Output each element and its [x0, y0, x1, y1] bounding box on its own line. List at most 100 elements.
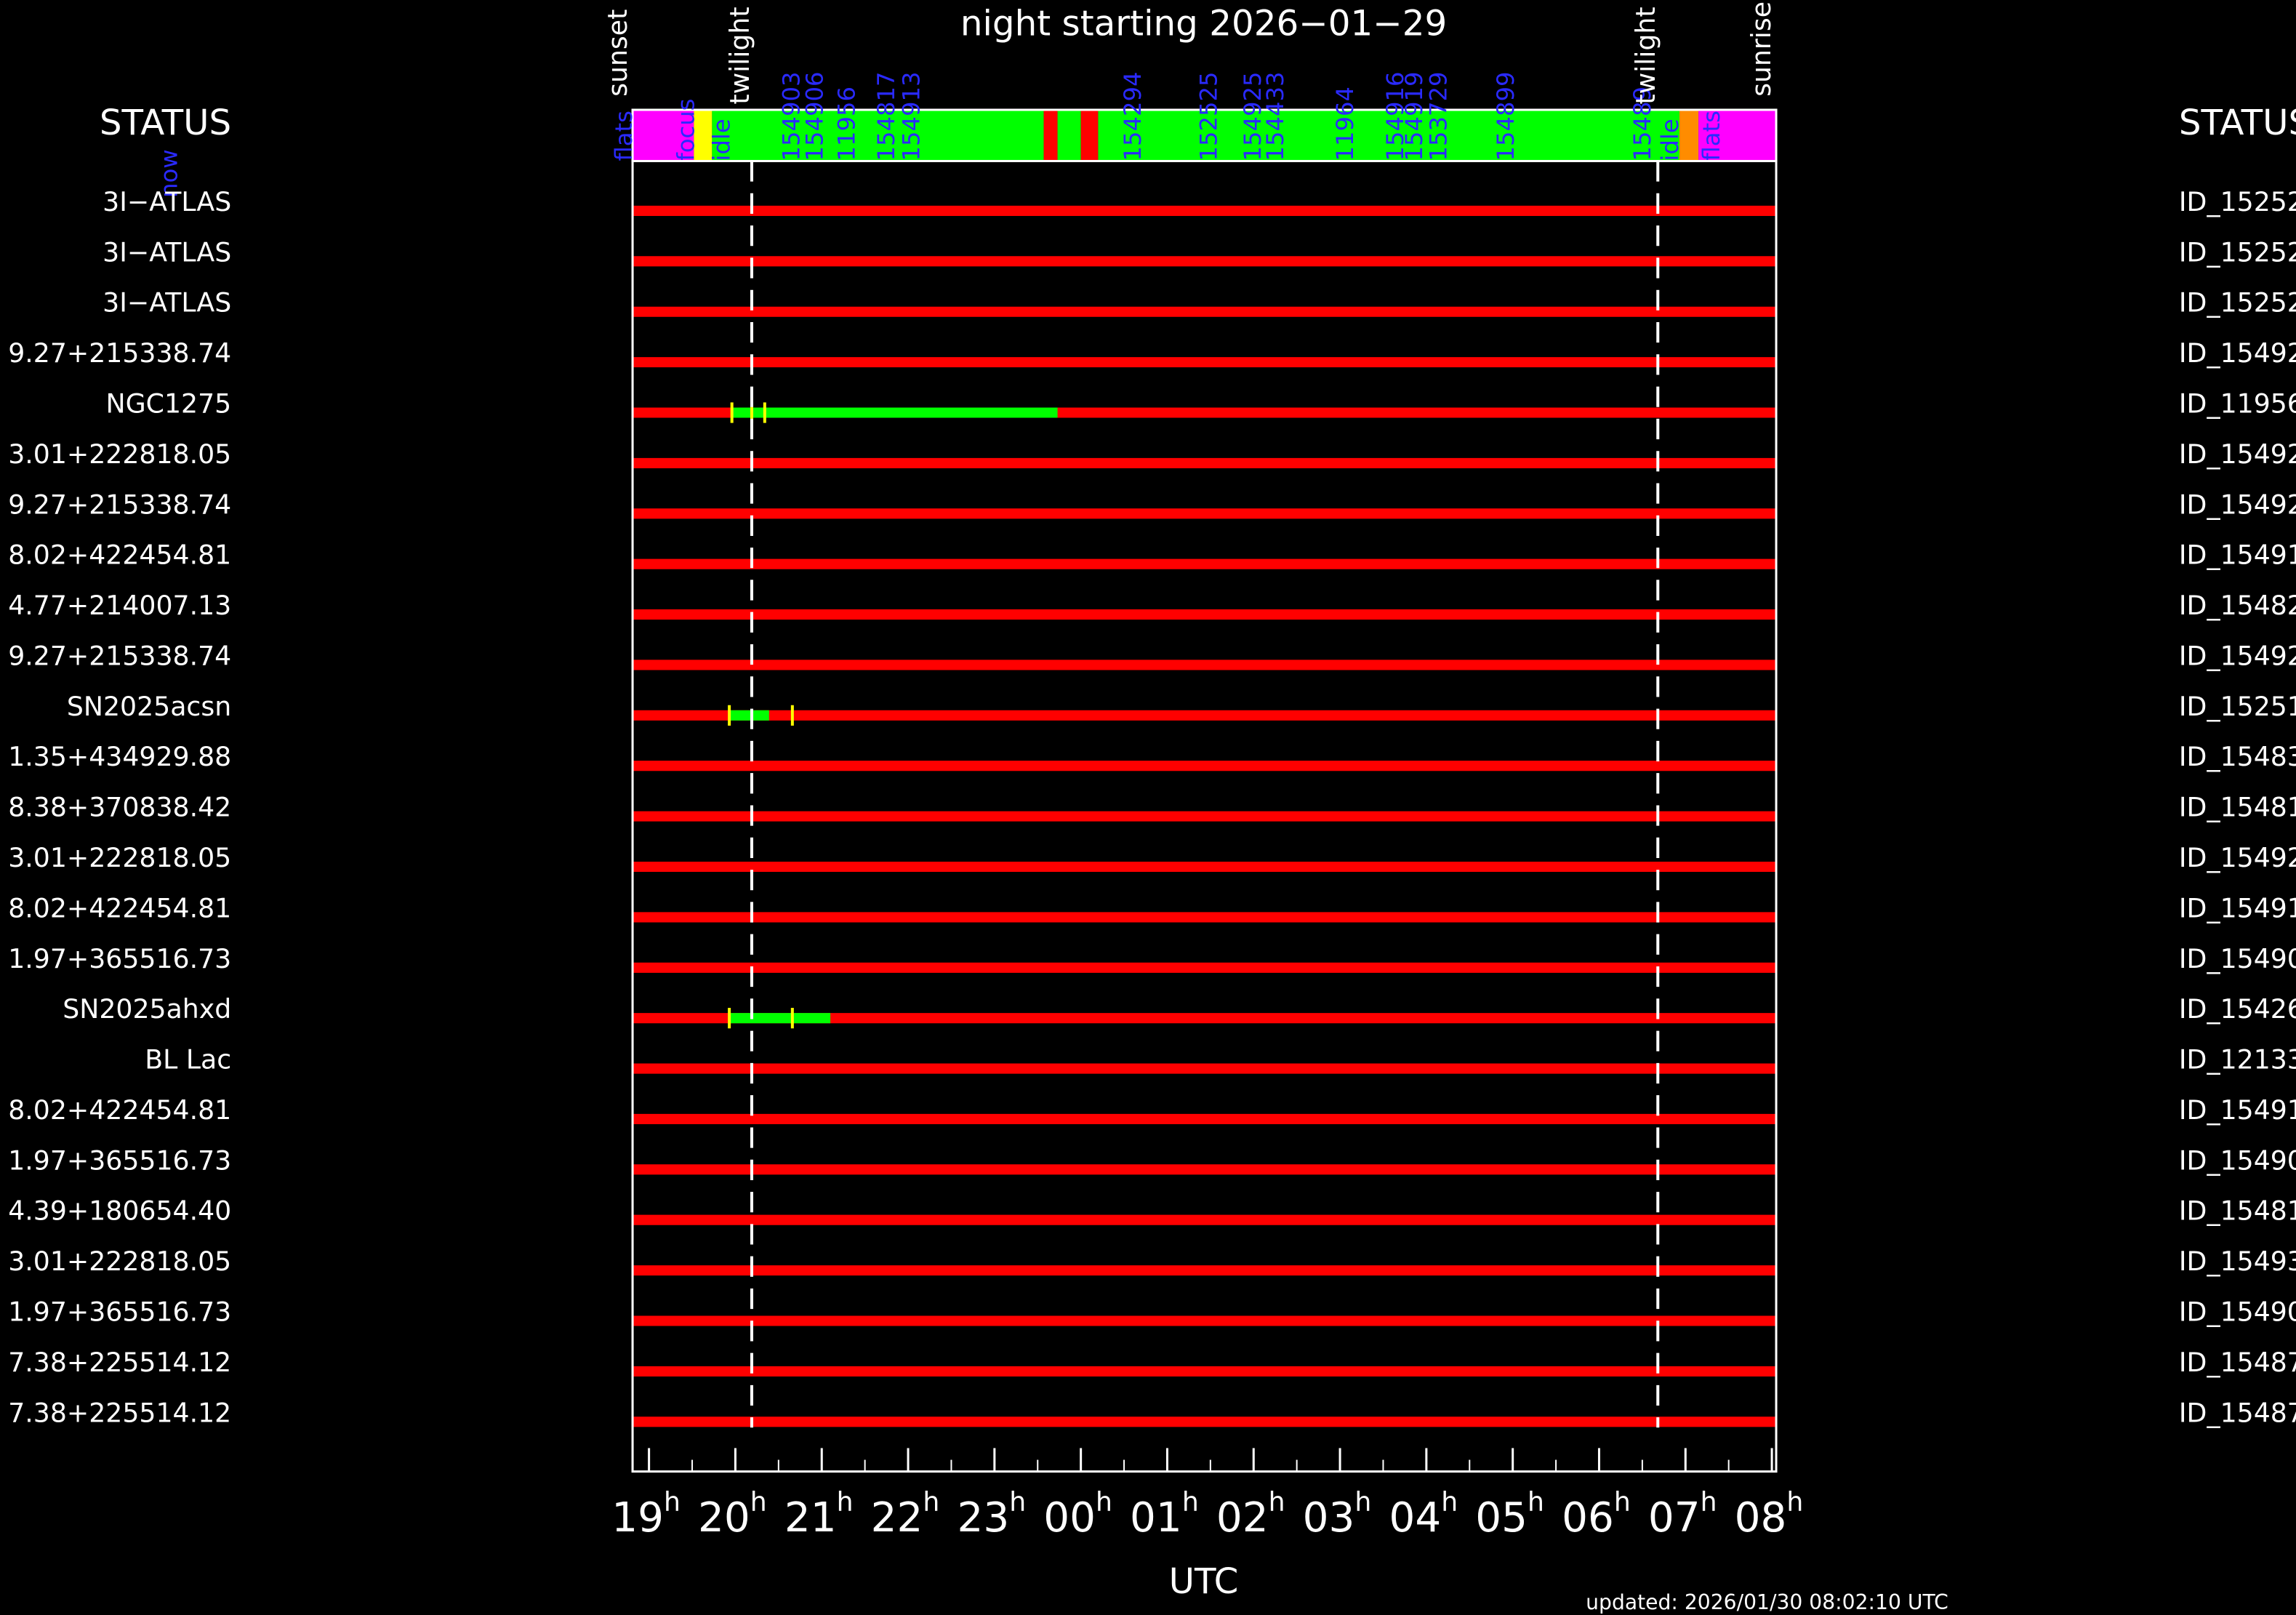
schedule-block	[633, 110, 694, 161]
block-label: 15489	[1629, 87, 1656, 161]
plot-frame	[631, 159, 1778, 1473]
schedule-block	[1098, 110, 1679, 161]
block-label: 153729	[1424, 72, 1452, 161]
target-label: NGC1275	[105, 388, 231, 420]
block-label: flats	[1698, 111, 1725, 161]
x-tick-suffix: h	[1354, 1486, 1371, 1518]
x-tick-label: 01h	[1130, 1486, 1199, 1542]
schedule-block	[694, 110, 713, 161]
x-tick-suffix: h	[1269, 1486, 1285, 1518]
target-label: 9.27+215338.74	[8, 489, 231, 520]
target-id: ID_15492	[2179, 640, 2296, 671]
block-label: 154919	[1400, 72, 1428, 161]
x-tick-suffix: h	[1614, 1486, 1631, 1518]
x-axis-label: UTC	[1169, 1561, 1239, 1602]
block-label: focus	[673, 99, 700, 161]
x-tick-number: 20	[698, 1494, 750, 1542]
block-label: 154906	[801, 72, 829, 161]
target-id: ID_15481	[2179, 1195, 2296, 1227]
x-tick-suffix: h	[1786, 1486, 1803, 1518]
x-tick-suffix: h	[923, 1486, 939, 1518]
target-label: 3.01+222818.05	[8, 1246, 231, 1277]
target-label: BL Lac	[145, 1044, 231, 1075]
x-tick-suffix: h	[1009, 1486, 1026, 1518]
target-id: ID_15493	[2179, 1246, 2296, 1277]
block-label: 154433	[1261, 72, 1289, 161]
target-label: 4.77+214007.13	[8, 590, 231, 621]
block-label: 154916	[1381, 72, 1409, 161]
target-label: SN2025acsn	[67, 691, 231, 722]
target-id: ID_15487	[2179, 1397, 2296, 1428]
block-label: 154817	[872, 72, 900, 161]
block-label: 154913	[898, 72, 926, 161]
target-id: ID_15487	[2179, 1347, 2296, 1378]
block-label: 154899	[1492, 72, 1520, 161]
target-label: 9.27+215338.74	[8, 337, 231, 369]
target-label: 7.38+225514.12	[8, 1397, 231, 1428]
target-id: ID_15492	[2179, 438, 2296, 470]
block-label: idle	[707, 119, 735, 161]
x-tick-suffix: h	[1096, 1486, 1112, 1518]
target-label: 8.02+422454.81	[8, 540, 231, 571]
target-id: ID_15492	[2179, 842, 2296, 873]
x-tick-suffix: h	[1441, 1486, 1458, 1518]
x-tick-number: 05	[1475, 1494, 1528, 1542]
schedule-block	[712, 110, 1044, 161]
x-tick-label: 19h	[611, 1486, 681, 1542]
block-label: 154294	[1119, 72, 1147, 161]
block-label: 154925	[1239, 72, 1267, 161]
target-id: ID_15491	[2179, 540, 2296, 571]
x-tick-suffix: h	[1701, 1486, 1717, 1518]
target-id: ID_15492	[2179, 489, 2296, 520]
marker-label: twilight	[724, 7, 755, 104]
schedule-block	[1698, 110, 1777, 161]
x-tick-label: 07h	[1648, 1486, 1717, 1542]
x-tick-number: 21	[784, 1494, 837, 1542]
x-tick-suffix: h	[837, 1486, 854, 1518]
target-id: ID_15252	[2179, 236, 2296, 268]
block-label: 154903	[778, 72, 806, 161]
schedule-block	[1679, 110, 1699, 161]
target-label: 3I−ATLAS	[103, 186, 231, 217]
target-label: SN2025ahxd	[63, 993, 231, 1025]
target-label: 3.01+222818.05	[8, 438, 231, 470]
target-label: 1.35+434929.88	[8, 741, 231, 772]
block-label: flats	[610, 111, 638, 161]
target-id: ID_12133	[2179, 1044, 2296, 1075]
block-label: 11956	[833, 87, 861, 161]
target-label: 1.97+365516.73	[8, 1297, 231, 1328]
target-id: ID_15251	[2179, 691, 2296, 722]
x-tick-number: 03	[1303, 1494, 1355, 1542]
updated-text: updated: 2026/01/30 08:02:10 UTC	[1586, 1590, 1948, 1614]
block-label: idle	[1656, 119, 1684, 161]
target-label: 1.97+365516.73	[8, 1145, 231, 1176]
chart-title: night starting 2026−01−29	[960, 3, 1447, 44]
x-tick-label: 22h	[871, 1486, 940, 1542]
x-tick-suffix: h	[1182, 1486, 1199, 1518]
x-tick-label: 21h	[784, 1486, 854, 1542]
x-tick-label: 23h	[957, 1486, 1026, 1542]
schedule-block	[1080, 110, 1099, 161]
x-tick-number: 07	[1648, 1494, 1701, 1542]
x-tick-number: 08	[1735, 1494, 1787, 1542]
x-tick-number: 22	[871, 1494, 923, 1542]
target-id: ID_15252	[2179, 186, 2296, 217]
target-id: ID_15252	[2179, 287, 2296, 318]
target-label: 7.38+225514.12	[8, 1347, 231, 1378]
target-label: 3.01+222818.05	[8, 842, 231, 873]
x-tick-label: 03h	[1303, 1486, 1372, 1542]
x-tick-label: 05h	[1475, 1486, 1544, 1542]
marker-label: twilight	[1630, 7, 1661, 104]
x-tick-suffix: h	[1528, 1486, 1544, 1518]
target-id: ID_15490	[2179, 1297, 2296, 1328]
block-label: 11964	[1331, 87, 1359, 161]
target-label: 8.38+370838.42	[8, 792, 231, 823]
x-tick-number: 19	[611, 1494, 664, 1542]
marker-label: sunset	[602, 9, 633, 97]
target-label: 4.39+180654.40	[8, 1195, 231, 1227]
x-tick-label: 00h	[1043, 1486, 1112, 1542]
x-tick-label: 02h	[1216, 1486, 1285, 1542]
x-tick-suffix: h	[664, 1486, 681, 1518]
